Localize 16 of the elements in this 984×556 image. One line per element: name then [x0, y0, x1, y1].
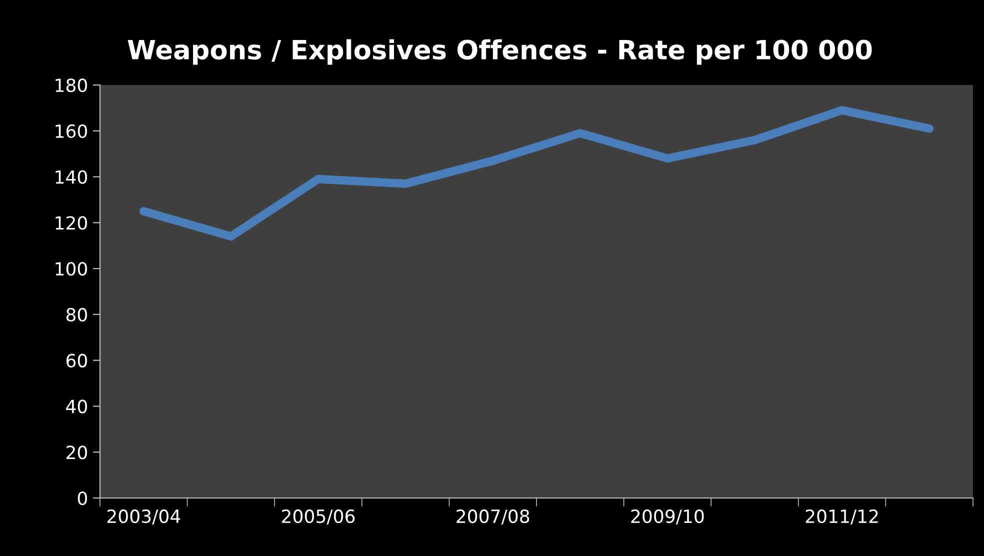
x-tick-label: 2009/10 — [631, 509, 704, 525]
y-tick-label: 20 — [66, 446, 87, 460]
y-tick-label: 160 — [56, 124, 87, 138]
x-tick-label: 2011/12 — [806, 509, 878, 525]
y-tick-label: 100 — [56, 262, 87, 276]
y-tick-label: 180 — [56, 78, 87, 92]
x-tick-label: 2007/08 — [456, 509, 530, 525]
y-tick-label: 80 — [66, 308, 87, 322]
y-tick-label: 140 — [56, 170, 87, 184]
y-tick-label: 120 — [56, 216, 87, 230]
x-tick-label: 2005/06 — [282, 509, 355, 525]
y-tick-label: 60 — [66, 354, 87, 368]
chart-title: Weapons / Explosives Offences - Rate per 100 000 — [128, 39, 872, 65]
x-tick-label: 2003/04 — [107, 509, 180, 525]
y-tick-label: 40 — [66, 400, 87, 414]
y-tick-label: 0 — [78, 491, 87, 506]
